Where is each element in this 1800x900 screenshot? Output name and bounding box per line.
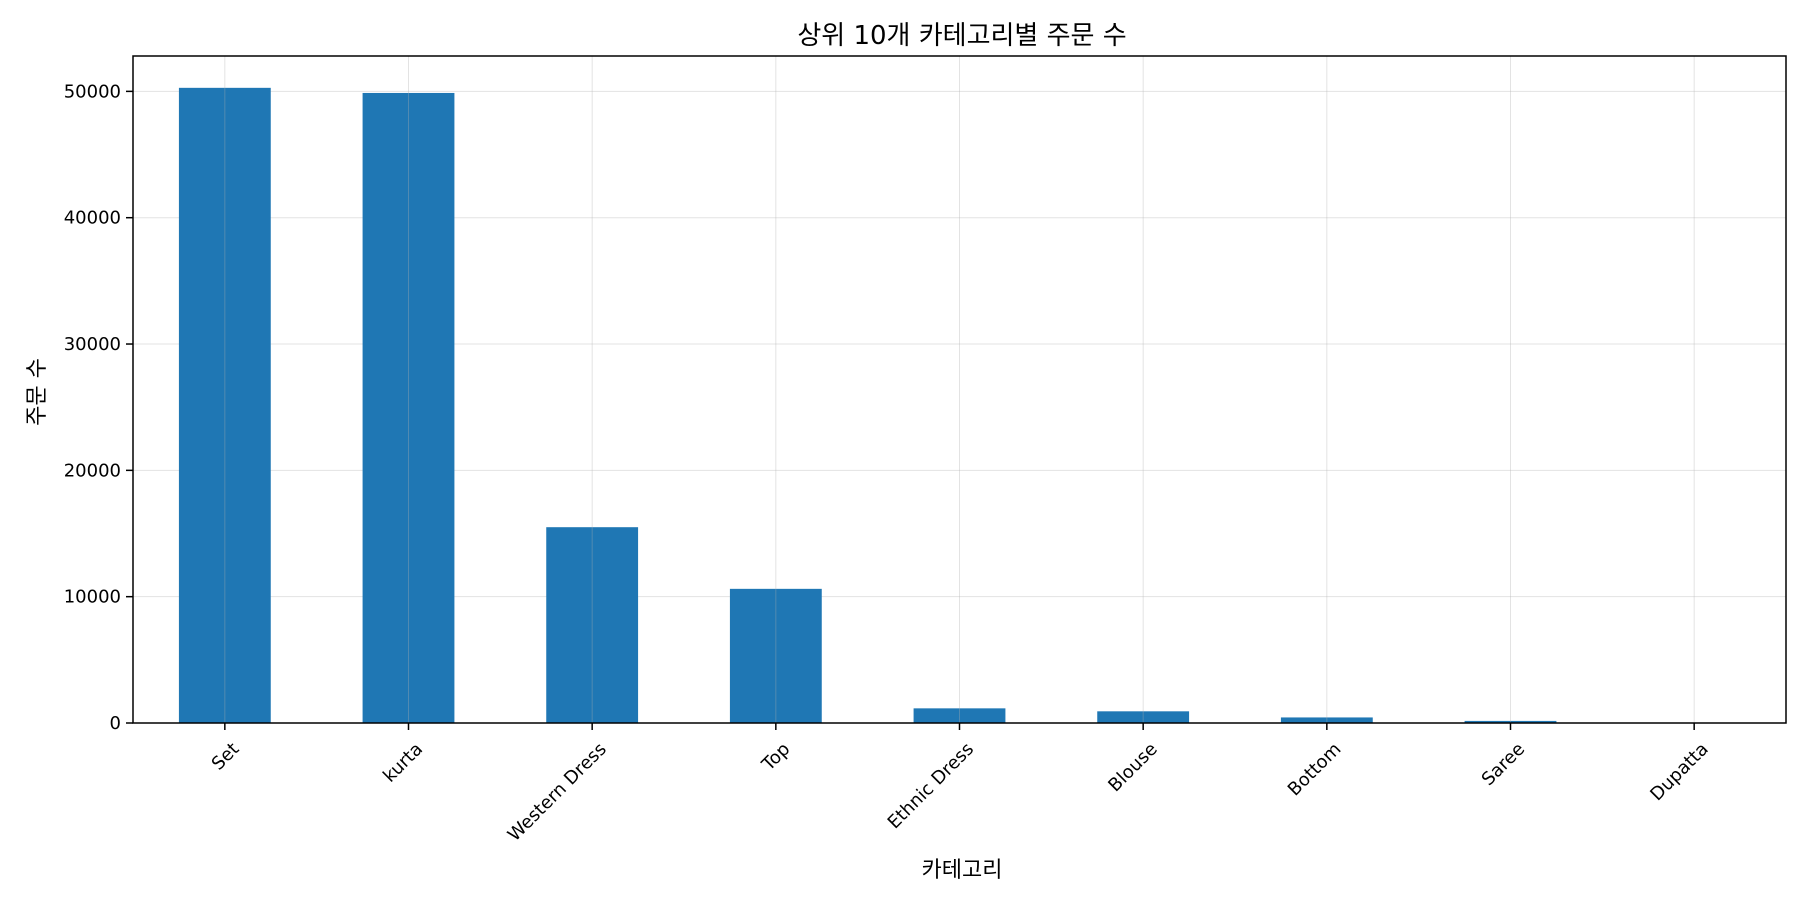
y-tick-label: 40000 [64, 208, 121, 229]
x-tick-label: Dupatta [1646, 739, 1712, 805]
bar [1097, 711, 1190, 723]
y-tick-label: 50000 [64, 81, 121, 102]
x-tick-label: Bottom [1284, 739, 1346, 801]
x-tick-label: kurta [379, 739, 427, 787]
bar [1280, 717, 1373, 723]
bar [178, 87, 271, 723]
bar [913, 708, 1006, 723]
bars [178, 87, 1741, 723]
bar [546, 527, 639, 723]
x-axis: Set kurta Western Dress Top Ethnic Dress Blou… [208, 723, 1713, 846]
x-tick-label: Blouse [1104, 739, 1161, 796]
y-axis: 0 10000 20000 30000 40000 50000 [64, 81, 133, 734]
x-tick-label: Western Dress [504, 739, 611, 846]
y-axis-label: 주문 수 [25, 358, 50, 426]
x-tick-label: Saree [1478, 739, 1529, 790]
bar [729, 588, 822, 723]
y-tick-label: 20000 [64, 460, 121, 481]
bar [362, 92, 455, 723]
vertical-grid-lines [224, 56, 1695, 723]
x-tick-label: Top [757, 739, 794, 776]
y-tick-label: 30000 [64, 334, 121, 355]
chart-title: 상위 10개 카테고리별 주문 수 [797, 21, 1126, 51]
x-tick-label: Ethnic Dress [884, 739, 978, 833]
y-tick-label: 10000 [64, 587, 121, 608]
x-tick-label: Set [208, 739, 244, 775]
x-axis-label: 카테고리 [922, 858, 1003, 883]
bar [1464, 720, 1557, 723]
y-tick-label: 0 [110, 713, 121, 734]
